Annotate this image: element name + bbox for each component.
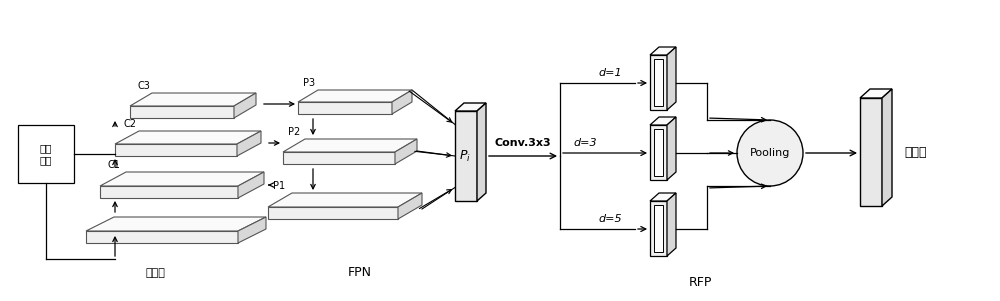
Polygon shape [234,93,256,118]
Polygon shape [650,193,676,201]
Polygon shape [283,139,417,152]
Polygon shape [100,186,238,198]
Polygon shape [477,103,486,201]
Text: d=1: d=1 [598,68,622,78]
Polygon shape [667,193,676,256]
Polygon shape [650,117,676,125]
Text: C1: C1 [108,160,121,170]
Polygon shape [268,193,422,207]
Text: RFP: RFP [688,277,712,290]
Polygon shape [268,207,398,219]
Polygon shape [86,217,266,231]
Polygon shape [238,172,264,198]
Text: 输入
图像: 输入 图像 [40,143,52,165]
Polygon shape [667,117,676,180]
Text: Pooling: Pooling [750,148,790,158]
Text: Conv.3x3: Conv.3x3 [495,138,551,148]
Text: C3: C3 [138,81,151,91]
Text: FPN: FPN [348,266,372,280]
Polygon shape [882,89,892,206]
Text: P2: P2 [288,127,300,137]
Text: d=5: d=5 [598,214,622,224]
Polygon shape [130,93,256,106]
Text: $P_i$: $P_i$ [459,148,471,163]
Circle shape [737,120,803,186]
FancyBboxPatch shape [18,125,74,183]
Polygon shape [650,47,676,55]
Polygon shape [115,131,261,144]
Polygon shape [238,217,266,243]
Polygon shape [650,201,667,256]
Polygon shape [395,139,417,164]
Text: P1: P1 [273,181,285,191]
Polygon shape [130,106,234,118]
Polygon shape [115,144,237,156]
Polygon shape [392,90,412,114]
Polygon shape [298,90,412,102]
Polygon shape [650,125,667,180]
Polygon shape [398,193,422,219]
Bar [654,129,663,176]
Bar [654,59,663,106]
Polygon shape [298,102,392,114]
Text: 下采样: 下采样 [145,268,165,278]
Polygon shape [667,47,676,110]
Polygon shape [860,98,882,206]
Text: C2: C2 [123,119,136,129]
Polygon shape [100,172,264,186]
Text: 特征图: 特征图 [904,145,926,159]
Polygon shape [860,89,892,98]
Text: d=3: d=3 [573,138,597,148]
Bar [654,205,663,252]
Polygon shape [86,231,238,243]
Polygon shape [237,131,261,156]
Text: P3: P3 [303,78,315,88]
Polygon shape [283,152,395,164]
Polygon shape [455,103,486,111]
Polygon shape [650,55,667,110]
Polygon shape [455,111,477,201]
